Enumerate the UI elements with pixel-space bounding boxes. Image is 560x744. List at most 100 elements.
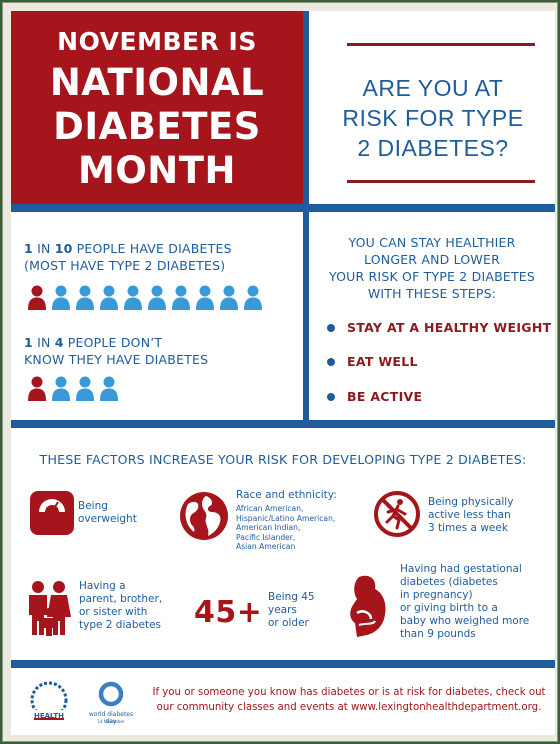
race-item: American Indian, bbox=[236, 523, 301, 532]
person-icon bbox=[52, 376, 70, 401]
steps-intro-line-2: LONGER AND LOWER bbox=[364, 252, 500, 267]
stat-2-line-2: KNOW THEY HAVE DIABETES bbox=[24, 352, 209, 367]
person-icon bbox=[52, 285, 70, 310]
person-icon bbox=[76, 376, 94, 401]
stat-1-number-a: 1 bbox=[24, 241, 33, 256]
factor-family-line: Having a bbox=[79, 580, 126, 592]
factor-gest-line: baby who weighed more bbox=[400, 615, 530, 627]
factor-gest-line: than 9 pounds bbox=[400, 628, 476, 640]
stat-2-number-b: 4 bbox=[54, 335, 64, 350]
factor-gest-line: in pregnancy) bbox=[400, 589, 473, 601]
world-diabetes-day-text: world diabetes day bbox=[88, 711, 134, 725]
steps-intro-line-3: YOUR RISK OF TYPE 2 DIABETES bbox=[328, 269, 536, 284]
stat-1-line-2: (MOST HAVE TYPE 2 DIABETES) bbox=[24, 258, 226, 273]
factor-overweight-line: overweight bbox=[78, 513, 137, 525]
footer-text: If you or someone you know has diabetes … bbox=[147, 685, 551, 715]
world-diabetes-day-date: 14 November bbox=[97, 719, 125, 724]
factor-family: Having a parent, brother, or sister with… bbox=[79, 580, 162, 632]
factor-gest-line: or giving birth to a bbox=[400, 602, 498, 614]
health-logo-text: HEALTH bbox=[34, 712, 64, 720]
step-be-active: BE ACTIVE bbox=[327, 389, 422, 404]
stat-1-mid: IN bbox=[32, 241, 55, 256]
bullet-icon bbox=[327, 357, 335, 366]
stat-1-number-b: 10 bbox=[54, 241, 73, 256]
question-line-1: ARE YOU AT bbox=[362, 75, 504, 101]
person-icon-highlighted bbox=[28, 285, 46, 310]
factor-race-title: Race and ethnicity: bbox=[236, 489, 337, 501]
factor-race-list: African American, Hispanic/Latino Americ… bbox=[236, 504, 335, 552]
person-icon bbox=[196, 285, 214, 310]
factor-inactive-line: active less than bbox=[428, 509, 511, 521]
person-icon bbox=[148, 285, 166, 310]
step-eat-well: EAT WELL bbox=[327, 354, 418, 369]
factor-gestational: Having had gestational diabetes (diabete… bbox=[400, 563, 529, 641]
factor-inactive-line: Being physically bbox=[428, 496, 514, 508]
top-rule bbox=[347, 43, 535, 46]
person-icon-highlighted bbox=[28, 376, 46, 401]
steps-intro: YOU CAN STAY HEALTHIER LONGER AND LOWER … bbox=[313, 234, 551, 302]
race-item: African American, bbox=[236, 504, 304, 513]
steps-intro-line-1: YOU CAN STAY HEALTHIER bbox=[348, 235, 516, 250]
race-item: Hispanic/Latino American, bbox=[236, 513, 336, 523]
health-department-logo-icon bbox=[30, 681, 68, 720]
footer-line-2[interactable]: our community classes and events at www.… bbox=[156, 702, 542, 713]
title-line-4: MONTH bbox=[78, 149, 236, 192]
question-line-3: 2 DIABETES? bbox=[357, 135, 509, 161]
factor-gest-line: diabetes (diabetes bbox=[400, 576, 498, 588]
no-running-icon bbox=[374, 491, 420, 537]
person-icon bbox=[100, 376, 118, 401]
pregnancy-icon bbox=[350, 575, 386, 637]
steps-intro-line-4: WITH THESE STEPS: bbox=[367, 286, 497, 301]
factor-gest-line: Having had gestational bbox=[400, 563, 522, 575]
scale-icon bbox=[30, 491, 74, 535]
step-label: BE ACTIVE bbox=[347, 389, 423, 404]
divider bbox=[11, 660, 555, 668]
blue-circle-logo-icon bbox=[98, 681, 124, 707]
factors-panel: THESE FACTORS INCREASE YOUR RISK FOR DEV… bbox=[11, 428, 555, 660]
step-label: EAT WELL bbox=[347, 354, 418, 369]
person-icon bbox=[172, 285, 190, 310]
divider bbox=[11, 420, 555, 428]
question-line-2: RISK FOR TYPE bbox=[342, 105, 524, 131]
bullet-icon bbox=[327, 392, 335, 401]
factor-family-line: parent, brother, bbox=[79, 593, 163, 605]
steps-panel: YOU CAN STAY HEALTHIER LONGER AND LOWER … bbox=[309, 212, 555, 420]
person-icon bbox=[244, 285, 262, 310]
divider bbox=[303, 11, 309, 204]
footer-line-1: If you or someone you know has diabetes … bbox=[152, 687, 546, 698]
factor-inactive-line: 3 times a week bbox=[428, 522, 508, 534]
factor-age-line: years bbox=[268, 604, 297, 616]
age-figure: 45+ bbox=[194, 595, 263, 630]
family-icon bbox=[29, 581, 71, 636]
factors-heading: THESE FACTORS INCREASE YOUR RISK FOR DEV… bbox=[39, 452, 527, 467]
step-healthy-weight: STAY AT A HEALTHY WEIGHT bbox=[327, 320, 551, 335]
race-item: Pacific Islander, bbox=[236, 532, 296, 542]
race-item: Asian American bbox=[236, 542, 296, 551]
factor-inactive: Being physically active less than 3 time… bbox=[428, 496, 513, 535]
person-icon bbox=[76, 285, 94, 310]
question-text: ARE YOU AT RISK FOR TYPE 2 DIABETES? bbox=[319, 73, 547, 163]
factor-age-line: or older bbox=[268, 617, 309, 629]
footer-panel: HEALTH world diabetes day 14 November If… bbox=[11, 668, 555, 735]
stat-2-rest: PEOPLE DON’T bbox=[63, 335, 163, 350]
stat-2-mid: IN bbox=[32, 335, 55, 350]
person-icon bbox=[124, 285, 142, 310]
globe-icon bbox=[180, 492, 228, 540]
title-line-3: DIABETES bbox=[53, 105, 261, 148]
stat-2: 1 IN 4 PEOPLE DON’T KNOW THEY HAVE DIABE… bbox=[24, 334, 294, 368]
factor-overweight: Being overweight bbox=[78, 500, 137, 526]
factor-age: Being 45 years or older bbox=[268, 591, 315, 630]
stat-1: 1 IN 10 PEOPLE HAVE DIABETES (MOST HAVE … bbox=[24, 240, 294, 274]
person-icon bbox=[100, 285, 118, 310]
bullet-icon bbox=[327, 323, 335, 332]
title-line-2: NATIONAL bbox=[49, 61, 265, 104]
person-icon bbox=[220, 285, 238, 310]
title-line-1: NOVEMBER IS bbox=[57, 27, 257, 56]
divider bbox=[11, 204, 555, 212]
stat-1-rest: PEOPLE HAVE DIABETES bbox=[72, 241, 232, 256]
stat-2-number-a: 1 bbox=[24, 335, 33, 350]
step-label: STAY AT A HEALTHY WEIGHT bbox=[347, 320, 552, 335]
factor-overweight-line: Being bbox=[78, 500, 108, 512]
factor-family-line: or sister with bbox=[79, 606, 148, 618]
